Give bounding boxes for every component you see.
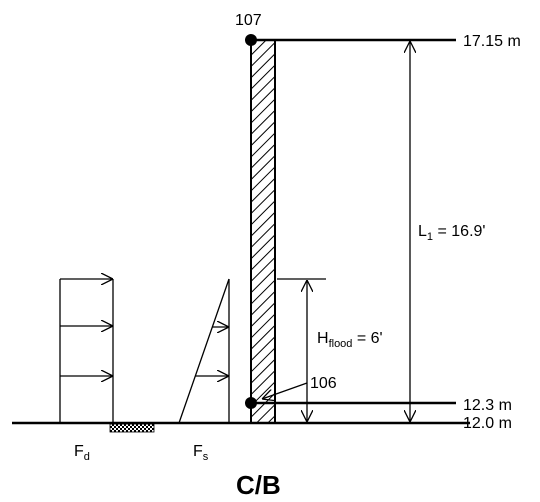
fd-label: Fd — [74, 443, 90, 463]
hydrostatic-load-diagram — [178, 278, 230, 424]
node-106-leader — [262, 382, 308, 399]
node-107-label: 107 — [235, 12, 262, 29]
fs-label: Fs — [193, 443, 209, 463]
diagram-caption: C/B — [236, 470, 281, 500]
scour-pad — [109, 423, 155, 433]
elevation-top-label: 17.15 m — [463, 33, 521, 50]
node-106 — [245, 397, 257, 409]
elevation-ground-label: 12.0 m — [463, 415, 512, 432]
node-107 — [245, 34, 257, 46]
l1-label: L1 = 16.9' — [418, 223, 485, 243]
elevation-flood-base-label: 12.3 m — [463, 397, 512, 414]
hydrodynamic-load-diagram — [59, 279, 114, 423]
hflood-label: Hflood = 6' — [317, 330, 383, 350]
node-106-label: 106 — [310, 375, 337, 392]
flood-wall — [250, 39, 276, 424]
